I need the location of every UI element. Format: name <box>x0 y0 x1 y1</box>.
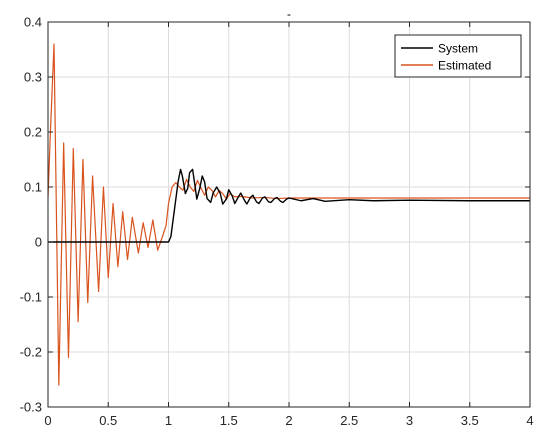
ticks: 0 0.5 1 1.5 2 2.5 3 3.5 4 -0.3 -0.2 -0.1 0 0.1 0.2 0.3 0… <box>20 15 534 429</box>
x-tick-label: 3 <box>406 413 413 428</box>
legend: System Estimated <box>394 34 522 78</box>
chart-title: - <box>287 7 291 21</box>
y-tick-label: 0.4 <box>24 15 42 30</box>
x-tick-label: 3.5 <box>461 413 479 428</box>
y-tick-label: 0.3 <box>24 70 42 85</box>
y-tick-label: 0.2 <box>24 125 42 140</box>
y-tick-label: 0.1 <box>24 180 42 195</box>
series-line-system <box>48 168 530 243</box>
x-tick-label: 1 <box>165 413 172 428</box>
y-tick-label: -0.2 <box>20 345 42 360</box>
y-tick-label: 0 <box>35 235 42 250</box>
legend-label-system: System <box>438 42 478 56</box>
legend-label-estimated: Estimated <box>438 59 491 73</box>
series-line-estimated <box>47 43 530 386</box>
x-tick-label: 1.5 <box>220 413 238 428</box>
legend-box <box>394 34 522 78</box>
x-tick-label: 2 <box>285 413 292 428</box>
x-tick-label: 4 <box>526 413 533 428</box>
y-tick-label: -0.3 <box>20 400 42 415</box>
x-tick-label: 0.5 <box>99 413 117 428</box>
y-tick-label: -0.1 <box>20 290 42 305</box>
x-tick-label: 0 <box>44 413 51 428</box>
series-layer <box>47 43 530 386</box>
x-tick-label: 2.5 <box>340 413 358 428</box>
